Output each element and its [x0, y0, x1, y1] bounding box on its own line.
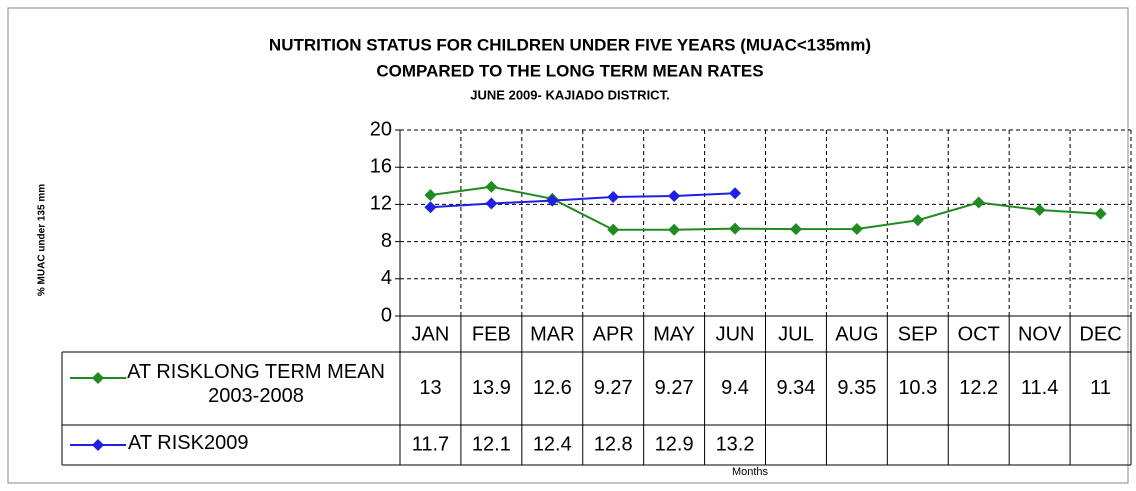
y-tick-label: 0 [381, 304, 392, 326]
x-tick-label: SEP [898, 323, 938, 345]
chart-subtitle: JUNE 2009- KAJIADO DISTRICT. [470, 87, 669, 102]
legend-label: AT RISK2009 [128, 432, 249, 454]
marker [911, 214, 924, 227]
marker [607, 223, 620, 236]
x-tick-label: OCT [958, 323, 1000, 345]
marker [789, 223, 802, 236]
x-tick-label: JUL [778, 323, 814, 345]
data-table-value: 9.27 [655, 377, 694, 399]
marker [729, 187, 742, 200]
y-tick-label: 4 [381, 267, 392, 289]
y-tick-label: 16 [370, 155, 392, 177]
marker [424, 189, 437, 202]
x-tick-label: FEB [472, 323, 511, 345]
x-tick-label: DEC [1079, 323, 1121, 345]
data-table-value: 12.2 [959, 377, 998, 399]
marker [546, 194, 559, 207]
marker [607, 190, 620, 203]
x-tick-label: APR [593, 323, 634, 345]
chart-border [7, 7, 1129, 484]
legend-entry: AT RISKLONG TERM MEAN 2003-2008 [127, 361, 385, 407]
marker [668, 223, 681, 236]
data-table-value: 9.34 [776, 377, 815, 399]
marker [850, 223, 863, 236]
data-table-value: 12.1 [472, 433, 511, 455]
x-tick-label: NOV [1018, 323, 1062, 345]
data-table-value: 10.3 [898, 377, 937, 399]
marker [972, 196, 985, 209]
data-table-value: 11.7 [412, 433, 449, 455]
data-table-value: 9.27 [594, 377, 633, 399]
marker [729, 222, 742, 235]
data-table-value: 11 [1090, 377, 1111, 399]
x-tick-label: AUG [835, 323, 878, 345]
x-tick-label: MAR [530, 323, 574, 345]
data-table-value: 13.9 [472, 377, 511, 399]
marker [485, 180, 498, 193]
data-table-value: 13.2 [716, 433, 755, 455]
marker [485, 197, 498, 210]
chart-title: NUTRITION STATUS FOR CHILDREN UNDER FIVE… [269, 35, 871, 54]
y-tick-label: 12 [370, 193, 392, 215]
marker [424, 201, 437, 214]
x-tick-label: JUN [716, 323, 755, 345]
y-axis-label: % MUAC under 135 mm [37, 184, 48, 296]
data-table-value: 11.4 [1021, 377, 1058, 399]
x-tick-label: JAN [412, 323, 450, 345]
legend-marker [92, 372, 104, 384]
legend-entry: AT RISK2009 [128, 432, 249, 454]
series-line [430, 185, 1101, 231]
x-tick-label: MAY [653, 323, 695, 345]
y-tick-label: 8 [381, 230, 392, 252]
data-table-value: 12.4 [533, 433, 572, 455]
legend-label: AT RISKLONG TERM MEAN 2003-2008 [127, 361, 385, 407]
data-table-value: 12.8 [594, 433, 633, 455]
data-table-value: 12.9 [655, 433, 694, 455]
series-line [430, 192, 736, 209]
marker [668, 190, 681, 203]
data-table-value: 12.6 [533, 377, 572, 399]
marker [1094, 207, 1107, 220]
marker [1033, 203, 1046, 216]
data-table-value: 13 [419, 377, 441, 399]
x-axis-label: Months [732, 466, 769, 478]
chart-subtitle: COMPARED TO THE LONG TERM MEAN RATES [376, 61, 763, 80]
legend-marker [92, 439, 104, 451]
y-tick-label: 20 [370, 118, 392, 140]
data-table-value: 9.4 [721, 377, 749, 399]
data-table-value: 9.35 [837, 377, 876, 399]
